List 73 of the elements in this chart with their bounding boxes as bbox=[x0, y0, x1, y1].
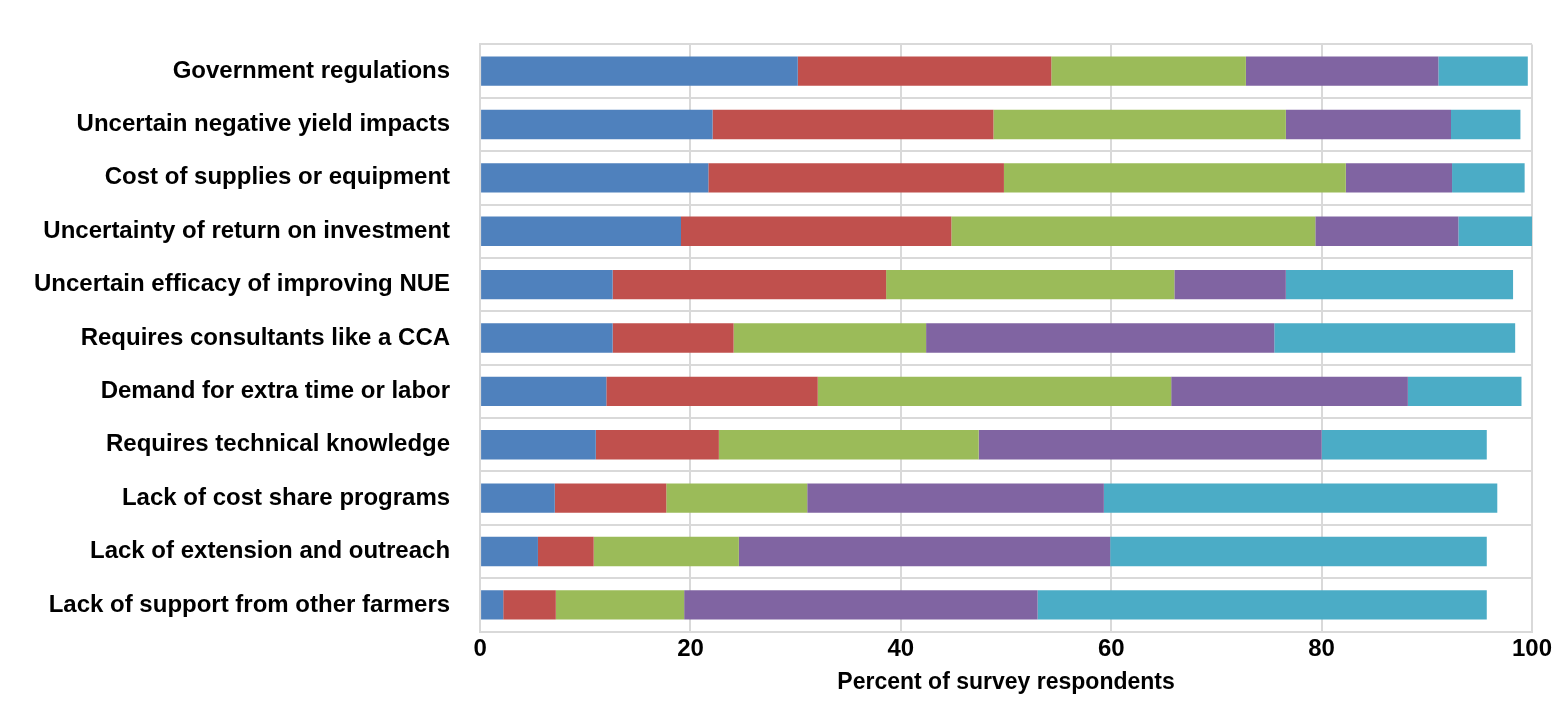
bar bbox=[612, 323, 734, 353]
bar bbox=[1315, 216, 1459, 246]
bar bbox=[593, 536, 739, 567]
bar bbox=[1345, 163, 1453, 193]
bar bbox=[666, 483, 808, 513]
bar bbox=[797, 56, 1052, 86]
bar bbox=[481, 430, 596, 460]
bar bbox=[481, 376, 607, 407]
bar bbox=[1438, 56, 1528, 86]
bar bbox=[1103, 483, 1498, 513]
x-axis-title: Percent of survey respondents bbox=[837, 667, 1175, 694]
bar bbox=[718, 430, 979, 460]
y-tick-label: Lack of cost share programs bbox=[121, 482, 451, 510]
bar bbox=[481, 56, 798, 86]
x-tick-label: 20 bbox=[677, 633, 704, 661]
x-tick-label: 60 bbox=[1097, 633, 1125, 661]
bar bbox=[481, 536, 538, 567]
bar bbox=[708, 163, 1004, 193]
y-tick-label: Requires technical knowledge bbox=[105, 429, 451, 457]
bar bbox=[606, 376, 818, 407]
bar bbox=[555, 590, 685, 620]
bar bbox=[1321, 430, 1487, 460]
bar bbox=[993, 109, 1286, 140]
bar bbox=[612, 269, 887, 300]
bar bbox=[537, 536, 594, 567]
bar bbox=[738, 536, 1111, 567]
bar bbox=[481, 109, 713, 140]
bar bbox=[1458, 216, 1532, 246]
bar bbox=[1285, 109, 1451, 140]
bar bbox=[1274, 323, 1516, 353]
bar bbox=[681, 216, 952, 246]
bar bbox=[503, 590, 556, 620]
x-tick-label: 100 bbox=[1511, 633, 1553, 661]
bar bbox=[1451, 109, 1521, 140]
y-tick-label: Requires consultants like a CCA bbox=[80, 322, 451, 350]
bar bbox=[1174, 269, 1286, 300]
y-tick-label: Lack of support from other farmers bbox=[48, 589, 451, 617]
y-tick-label: Uncertain efficacy of improving NUE bbox=[33, 269, 451, 297]
bar bbox=[807, 483, 1104, 513]
bar bbox=[481, 163, 709, 193]
bar bbox=[481, 269, 613, 300]
bar bbox=[926, 323, 1275, 353]
bar bbox=[1171, 376, 1408, 407]
bar bbox=[712, 109, 994, 140]
x-tick-label: 40 bbox=[887, 633, 915, 661]
bar bbox=[1110, 536, 1487, 567]
bar bbox=[554, 483, 667, 513]
bar bbox=[481, 590, 504, 620]
bar bbox=[1003, 163, 1346, 193]
bar bbox=[481, 216, 681, 246]
bar bbox=[481, 483, 555, 513]
y-tick-label: Demand for extra time or labor bbox=[100, 376, 451, 404]
bar bbox=[684, 590, 1038, 620]
bar bbox=[733, 323, 927, 353]
bar bbox=[1407, 376, 1522, 407]
bar bbox=[1037, 590, 1487, 620]
bar bbox=[886, 269, 1175, 300]
y-tick-label: Government regulations bbox=[172, 55, 451, 83]
y-tick-label: Cost of supplies or equipment bbox=[104, 162, 451, 190]
y-tick-label: Lack of extension and outreach bbox=[89, 536, 451, 564]
bar bbox=[595, 430, 719, 460]
bar bbox=[951, 216, 1316, 246]
bar bbox=[1285, 269, 1514, 300]
bar bbox=[1051, 56, 1246, 86]
bar bbox=[481, 323, 613, 353]
bar bbox=[817, 376, 1172, 407]
x-tick-label: 80 bbox=[1308, 633, 1335, 661]
x-tick-label: 0 bbox=[473, 633, 487, 661]
bar bbox=[1452, 163, 1525, 193]
y-tick-label: Uncertain negative yield impacts bbox=[76, 109, 451, 137]
bar bbox=[978, 430, 1322, 460]
y-tick-label: Uncertainty of return on investment bbox=[43, 215, 451, 243]
bar bbox=[1245, 56, 1439, 86]
